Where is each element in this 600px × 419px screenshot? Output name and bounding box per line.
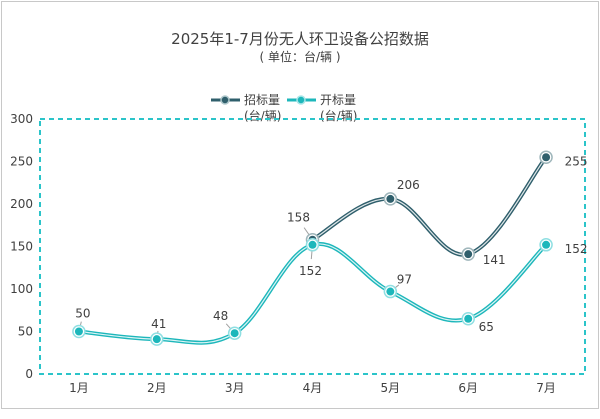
legend-unit-kaibiao: (台/辆) bbox=[320, 108, 357, 123]
chart-subtitle: ( 单位：台/辆 ) bbox=[259, 49, 340, 64]
x-tick-label: 6月 bbox=[458, 381, 478, 395]
legend-marker-zhaobiao bbox=[220, 95, 230, 105]
data-label-kaibiao: 152 bbox=[299, 264, 322, 278]
x-tick-label: 1月 bbox=[69, 381, 89, 395]
data-label-zhaobiao: 255 bbox=[565, 154, 588, 168]
series-line-kaibiao bbox=[78, 241, 548, 345]
data-label-zhaobiao: 158 bbox=[287, 211, 310, 225]
y-tick-label: 50 bbox=[18, 325, 33, 339]
data-label-kaibiao: 48 bbox=[213, 309, 228, 323]
y-tick-label: 200 bbox=[10, 197, 33, 211]
data-point-kaibiao bbox=[74, 327, 83, 336]
data-label-kaibiao: 152 bbox=[565, 242, 588, 256]
x-tick-label: 4月 bbox=[303, 381, 323, 395]
data-label-kaibiao: 41 bbox=[151, 317, 166, 331]
legend-marker-kaibiao bbox=[296, 95, 306, 105]
data-point-kaibiao bbox=[308, 240, 317, 249]
data-point-zhaobiao bbox=[464, 250, 473, 259]
data-label-kaibiao: 50 bbox=[75, 307, 90, 321]
x-tick-label: 2月 bbox=[147, 381, 167, 395]
y-tick-label: 250 bbox=[10, 155, 33, 169]
data-point-kaibiao bbox=[464, 314, 473, 323]
chart-title: 2025年1-7月份无人环卫设备公招数据 bbox=[171, 30, 429, 48]
series-line-highlight-zhaobiao bbox=[312, 156, 547, 256]
data-label-kaibiao: 97 bbox=[397, 273, 412, 287]
x-tick-label: 5月 bbox=[381, 381, 401, 395]
legend-item-zhaobiao[interactable]: 招标量 (台/辆) bbox=[211, 93, 281, 123]
data-point-kaibiao bbox=[230, 329, 239, 338]
plot-area-border bbox=[39, 118, 586, 375]
y-tick-label: 150 bbox=[10, 240, 33, 254]
data-label-zhaobiao: 141 bbox=[483, 253, 506, 267]
data-point-kaibiao bbox=[386, 287, 395, 296]
legend-label-kaibiao: 开标量 bbox=[320, 93, 356, 107]
chart-frame bbox=[1, 1, 599, 409]
data-point-zhaobiao bbox=[386, 194, 395, 203]
series-line-zhaobiao bbox=[311, 155, 548, 257]
data-label-zhaobiao: 206 bbox=[397, 178, 420, 192]
y-tick-label: 100 bbox=[10, 282, 33, 296]
data-point-kaibiao bbox=[542, 240, 551, 249]
data-point-zhaobiao bbox=[542, 153, 551, 162]
legend-unit-zhaobiao: (台/辆) bbox=[244, 108, 281, 123]
y-tick-label: 0 bbox=[25, 367, 33, 381]
legend-label-zhaobiao: 招标量 bbox=[244, 93, 280, 107]
legend: 招标量 (台/辆) 开标量 (台/辆) bbox=[211, 93, 357, 123]
y-tick-label: 300 bbox=[10, 112, 33, 126]
data-point-kaibiao bbox=[152, 335, 161, 344]
x-tick-label: 3月 bbox=[225, 381, 245, 395]
x-tick-label: 7月 bbox=[536, 381, 556, 395]
series-line-highlight-kaibiao bbox=[78, 243, 547, 344]
data-label-kaibiao: 65 bbox=[479, 320, 494, 334]
